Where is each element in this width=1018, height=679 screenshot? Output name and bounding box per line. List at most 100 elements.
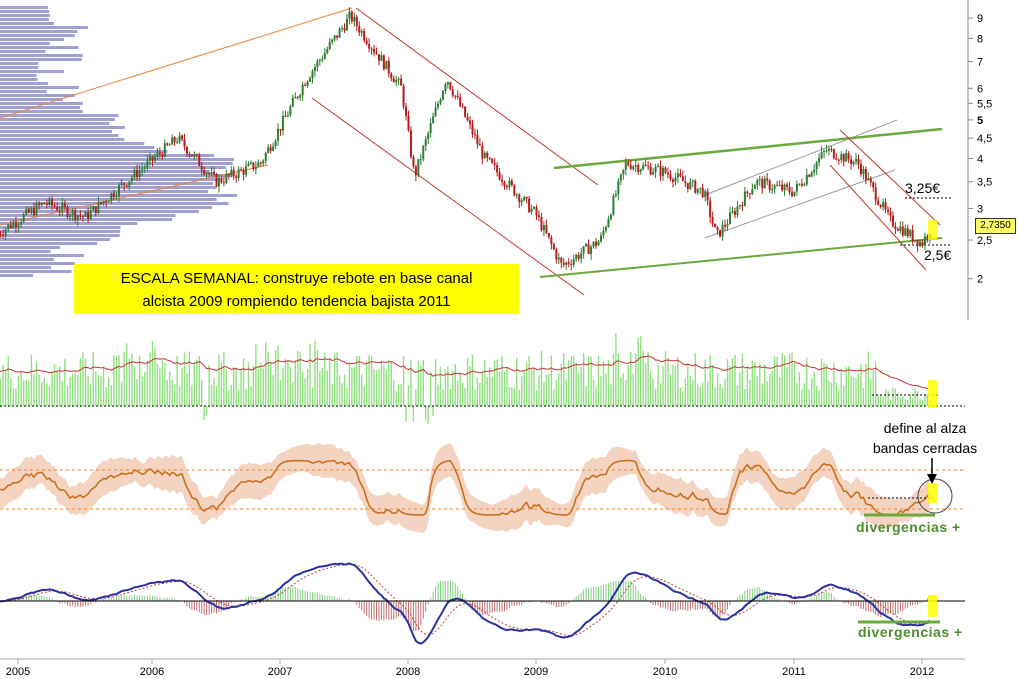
candle-body — [61, 203, 64, 211]
candle-body — [301, 84, 304, 96]
candle-body — [617, 180, 620, 195]
candle-body — [429, 123, 432, 134]
candle-body — [604, 226, 607, 231]
candle-body — [823, 150, 826, 152]
candle-body — [27, 208, 30, 213]
candle-body — [158, 152, 161, 155]
candle-body — [926, 236, 929, 239]
profile-bar — [0, 122, 110, 125]
candle-body — [847, 153, 850, 160]
candle-body — [783, 184, 786, 191]
profile-bar — [0, 78, 38, 81]
red-channel-lower — [311, 97, 585, 296]
price-candles — [0, 7, 931, 271]
candle-body — [439, 99, 442, 104]
profile-bar — [0, 198, 217, 201]
candle-body — [864, 169, 867, 181]
candle-body — [825, 150, 828, 152]
profile-bar — [0, 186, 217, 189]
candle-body — [909, 229, 912, 237]
candle-body — [69, 215, 72, 217]
candle-body — [676, 173, 679, 178]
y-tick-label: 3,5 — [977, 177, 992, 189]
candle-body — [659, 165, 662, 176]
y-tick-label: 4 — [977, 154, 983, 166]
candle-body — [89, 210, 92, 219]
x-tick-label: 2006 — [140, 666, 164, 678]
candle-body — [153, 157, 156, 161]
candle-body — [402, 85, 405, 107]
profile-bar — [0, 118, 115, 121]
candle-body — [736, 206, 739, 215]
candle-body — [711, 217, 714, 224]
candle-body — [368, 44, 371, 49]
candle-body — [874, 187, 877, 201]
candle-body — [679, 173, 682, 177]
candle-body — [486, 152, 489, 158]
profile-bar — [0, 246, 60, 249]
candle-body — [894, 226, 897, 230]
candle-body — [316, 60, 319, 67]
profile-bar — [0, 170, 210, 173]
profile-bar — [0, 274, 34, 277]
y-tick-label: 5,5 — [977, 98, 992, 110]
profile-bar — [0, 42, 50, 45]
profile-bar — [0, 54, 83, 57]
candle-body — [289, 106, 292, 116]
profile-bar — [0, 254, 84, 257]
candle-body — [585, 244, 588, 247]
candle-body — [405, 106, 408, 116]
candle-body — [914, 239, 917, 241]
candle-body — [889, 211, 892, 216]
profile-bar — [0, 110, 83, 113]
candle-body — [203, 170, 206, 175]
candle-body — [691, 180, 694, 182]
candle-body — [921, 241, 924, 246]
candle-body — [580, 253, 583, 259]
red-downtrend-lower — [829, 164, 927, 271]
profile-bar — [0, 174, 233, 177]
profile-bar — [0, 202, 229, 205]
candle-body — [215, 174, 218, 187]
candle-body — [840, 154, 843, 161]
candle-body — [473, 134, 476, 136]
candle-body — [12, 222, 15, 229]
candle-body — [498, 172, 501, 180]
x-tick-label: 2005 — [6, 666, 30, 678]
candle-body — [118, 185, 121, 197]
candle-body — [896, 229, 899, 231]
candle-body — [267, 147, 270, 153]
candle-body — [432, 116, 435, 124]
candle-body — [451, 89, 454, 96]
candle-body — [163, 143, 166, 157]
candle-body — [627, 162, 630, 166]
candle-body — [634, 164, 637, 167]
candle-body — [355, 16, 358, 27]
candle-body — [798, 183, 801, 185]
candle-body — [857, 158, 860, 165]
candle-body — [776, 185, 779, 187]
candle-body — [919, 241, 922, 246]
candle-body — [805, 174, 808, 185]
divergence-label-macd: divergencias + — [858, 624, 963, 640]
candle-body — [441, 90, 444, 100]
candle-body — [602, 230, 605, 236]
profile-bar — [0, 162, 233, 165]
y-tick-label: 5 — [977, 115, 983, 127]
candle-body — [923, 236, 926, 246]
candle-body — [533, 207, 536, 209]
profile-bar — [0, 142, 145, 145]
candle-body — [464, 106, 467, 117]
profile-bar — [0, 226, 121, 229]
candle-body — [115, 196, 118, 198]
candle-body — [795, 184, 798, 192]
candle-body — [681, 176, 684, 182]
macd-line — [0, 562, 931, 645]
candle-body — [279, 128, 282, 131]
profile-bar — [0, 126, 125, 129]
candle-body — [444, 84, 447, 91]
candle-body — [547, 233, 550, 238]
candle-body — [859, 164, 862, 175]
candle-body — [649, 166, 652, 175]
candle-body — [758, 179, 761, 181]
